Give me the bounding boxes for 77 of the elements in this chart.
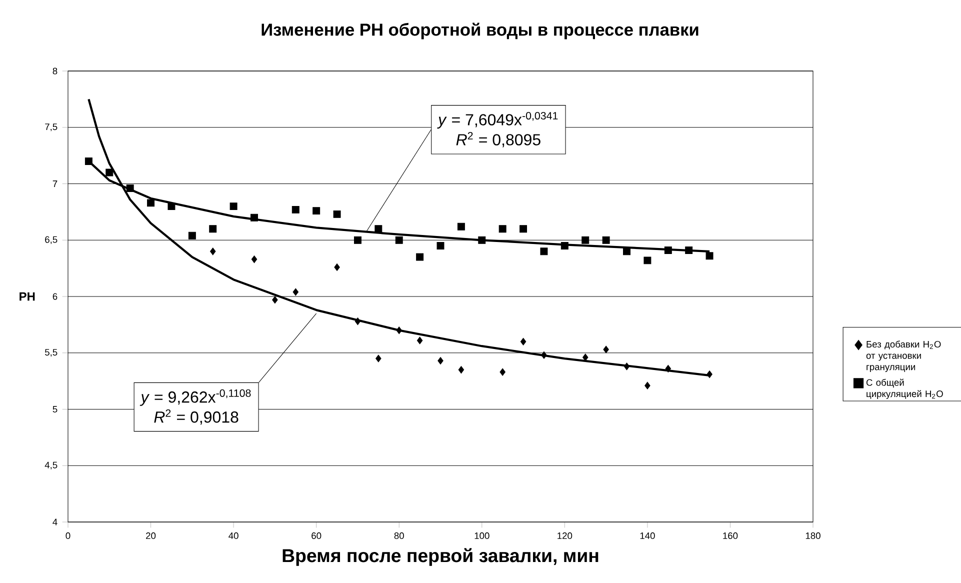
point (438, 357, 444, 365)
point (333, 210, 341, 218)
y-tick-label: 5 (52, 406, 58, 412)
point (644, 382, 650, 390)
annotation: y = 9,262x$^{-0,1108}$ (140, 389, 251, 406)
point (436, 242, 444, 250)
point (272, 296, 278, 304)
y-tick-label: 7 (52, 180, 58, 187)
x-tick-label: 20 (146, 532, 156, 539)
point (292, 288, 299, 296)
point (644, 256, 652, 264)
x-tick-label: 80 (394, 532, 404, 539)
point (396, 326, 402, 334)
x-tick-label: 0 (66, 532, 70, 539)
y-tick-label: 5,5 (45, 349, 58, 357)
point (416, 253, 424, 261)
point (706, 252, 714, 260)
y-tick-label: 4,5 (44, 462, 58, 470)
point (354, 318, 361, 326)
annotation: y = 7,6049x$^{-0,0341}$ (437, 112, 558, 129)
point (685, 246, 693, 254)
point (376, 354, 382, 362)
point (706, 370, 712, 378)
y-tick-label: 7,5 (45, 124, 58, 132)
y-tick-label: 6,5 (45, 236, 58, 244)
chart-title: Изменение PH оборотной воды в процессе плавки (262, 22, 698, 40)
x-tick-label: 60 (312, 532, 322, 539)
point (147, 199, 155, 207)
point (478, 236, 486, 244)
x-axis-title: Время после первой завалки, мин (282, 548, 598, 566)
point (458, 366, 464, 374)
x-tick-label: 180 (806, 532, 820, 539)
point (416, 336, 423, 344)
point (582, 236, 590, 244)
point (541, 351, 547, 359)
point (665, 364, 672, 372)
point (500, 368, 506, 376)
x-tick-label: 140 (640, 532, 655, 539)
point (230, 202, 238, 210)
point (354, 236, 362, 244)
x-tick-label: 120 (558, 532, 572, 539)
point (457, 222, 465, 230)
point (602, 236, 610, 244)
point (540, 248, 548, 256)
point (312, 207, 320, 215)
point (664, 246, 672, 254)
y-tick-label: 4 (52, 518, 58, 526)
point (520, 338, 526, 346)
point (498, 225, 506, 233)
point (210, 248, 216, 256)
legend-label: С общей циркуляцией H$_{2}$O (866, 378, 943, 399)
y-tick-label: 6 (52, 293, 58, 300)
text: Без добавки H$_{2}$O от установки грануляции (866, 340, 941, 372)
point (106, 168, 114, 176)
y-axis-title: PH (20, 292, 35, 301)
point (624, 362, 630, 370)
point (292, 206, 300, 214)
point (209, 225, 217, 233)
y-tick-label: 8 (52, 68, 58, 74)
point (520, 225, 528, 233)
point (168, 202, 176, 210)
point (603, 346, 609, 354)
point (395, 236, 403, 244)
point (374, 225, 382, 233)
point (250, 214, 258, 222)
point (623, 248, 630, 256)
point (560, 242, 568, 250)
annotation: R$^{2}$ = 0,8095 (456, 132, 540, 148)
x-tick-label: 160 (723, 532, 738, 539)
point (334, 263, 340, 271)
point (188, 232, 196, 240)
point (84, 157, 92, 165)
x-tick-label: 100 (474, 532, 490, 539)
point (251, 256, 258, 264)
point (126, 184, 134, 192)
annotation: R$^{2}$ = 0,9018 (154, 409, 238, 425)
x-tick-label: 40 (228, 532, 238, 539)
